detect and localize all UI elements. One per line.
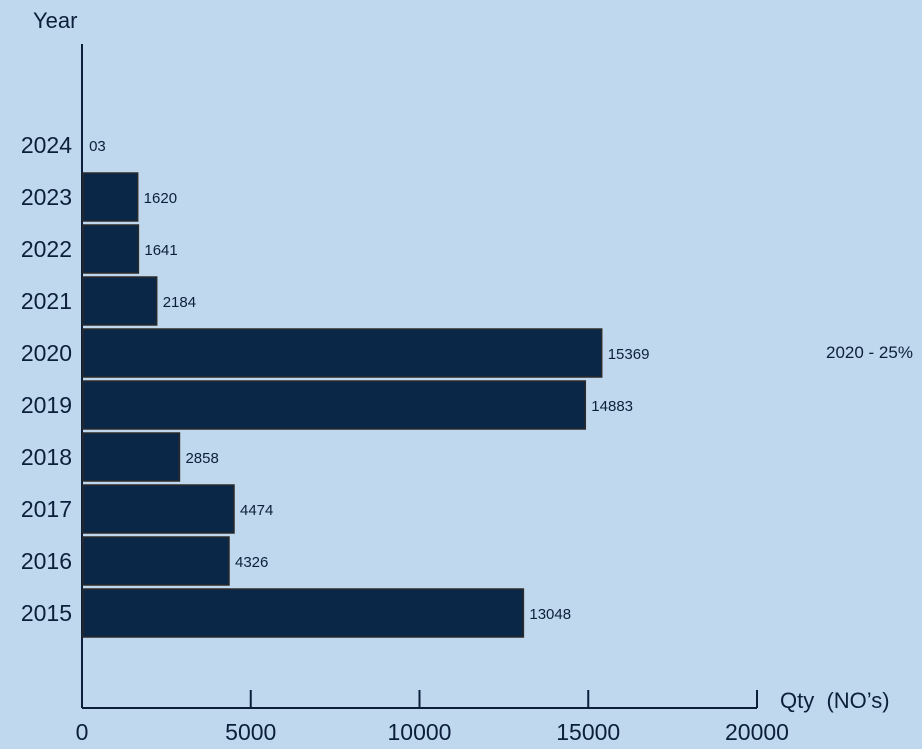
bars-group: 2015 13048 2016 4326 2017 4474 2018 2858 2019 148…	[21, 132, 650, 638]
y-tick-label-2024: 2024	[21, 132, 72, 158]
value-label-2020: 15369	[608, 346, 650, 363]
value-label-2015: 13048	[529, 606, 571, 623]
x-ticks-group: 0 5000 10000 15000 20000	[76, 690, 789, 745]
x-tick-label-20000: 20000	[725, 719, 789, 745]
value-label-2022: 1641	[144, 242, 177, 259]
y-tick-label-2022: 2022	[21, 236, 72, 262]
bar-2016	[82, 536, 230, 586]
value-label-2021: 2184	[163, 294, 196, 311]
y-tick-label-2021: 2021	[21, 288, 72, 314]
value-label-2016: 4326	[235, 554, 268, 571]
bar-2015	[82, 588, 525, 638]
bar-2022	[82, 224, 140, 274]
x-tick-label-15000: 15000	[556, 719, 620, 745]
y-axis-title: Year	[33, 8, 77, 33]
bar-2023	[82, 172, 139, 222]
bar-2021	[82, 276, 158, 326]
y-tick-label-2015: 2015	[21, 600, 72, 626]
x-tick-label-5000: 5000	[225, 719, 276, 745]
y-tick-label-2017: 2017	[21, 496, 72, 522]
bar-2019	[82, 380, 587, 430]
y-tick-label-2023: 2023	[21, 184, 72, 210]
value-label-2023: 1620	[144, 190, 177, 207]
y-tick-label-2020: 2020	[21, 340, 72, 366]
annotation-label: 2020 - 25%	[826, 343, 913, 362]
bar-2017	[82, 484, 235, 534]
y-tick-label-2016: 2016	[21, 548, 72, 574]
value-label-2019: 14883	[591, 398, 633, 415]
y-tick-label-2019: 2019	[21, 392, 72, 418]
value-label-2017: 4474	[240, 502, 273, 519]
value-label-2018: 2858	[185, 450, 218, 467]
bar-2020	[82, 328, 603, 378]
y-tick-label-2018: 2018	[21, 444, 72, 470]
x-axis-title: Qty (NO’s)	[780, 688, 890, 713]
bar-2018	[82, 432, 181, 482]
x-tick-label-0: 0	[76, 719, 89, 745]
x-tick-label-10000: 10000	[388, 719, 452, 745]
value-label-2024: 03	[89, 138, 106, 155]
